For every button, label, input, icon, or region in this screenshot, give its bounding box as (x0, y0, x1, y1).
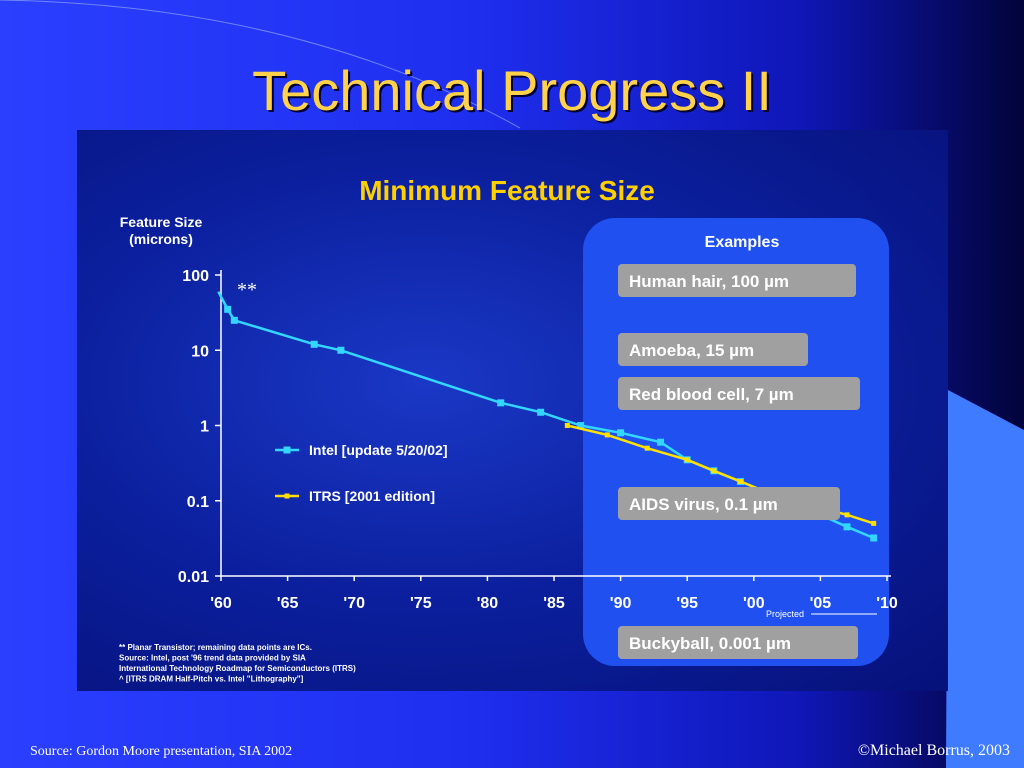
intel-data-point (617, 429, 625, 437)
itrs-legend-label: ITRS [2001 edition] (309, 488, 435, 504)
x-tick-label: '65 (277, 595, 299, 612)
chart-panel: Minimum Feature Size Feature Size (microns… (77, 130, 948, 691)
itrs-data-point (564, 423, 570, 428)
feature-size-chart: Minimum Feature Size Feature Size(microns… (119, 175, 898, 684)
example-box (618, 377, 860, 410)
y-tick-label: 100 (182, 268, 209, 285)
y-axis-label: (microns) (129, 231, 193, 247)
itrs-data-point (844, 512, 850, 518)
example-label: Red blood cell, 7 µm (629, 385, 794, 404)
footnote-line: International Technology Roadmap for Sem… (119, 664, 356, 673)
example-label: Human hair, 100 µm (629, 272, 789, 291)
source-note: Source: Gordon Moore presentation, SIA 2… (30, 744, 293, 759)
chart-title: Minimum Feature Size (359, 175, 655, 206)
copyright-note: ©Michael Borrus, 2003 (857, 742, 1010, 759)
y-tick-label: 0.01 (178, 569, 209, 586)
x-tick-label: '00 (743, 595, 765, 612)
intel-data-point (537, 408, 545, 416)
intel-data-point (843, 523, 851, 531)
planar-transistor-marker: ** (237, 279, 257, 301)
example-label: Buckyball, 0.001 µm (629, 634, 791, 653)
intel-data-point (870, 534, 878, 542)
x-tick-label: '75 (410, 595, 432, 612)
example-label: AIDS virus, 0.1 µm (629, 495, 778, 514)
footnote-line: ** Planar Transistor; remaining data poi… (119, 643, 312, 652)
example-box (618, 264, 856, 297)
y-tick-label: 10 (191, 343, 209, 360)
x-tick-label: '60 (210, 595, 232, 612)
intel-data-point (497, 399, 505, 407)
intel-legend-marker (283, 446, 291, 454)
itrs-data-point (737, 479, 743, 485)
footnote-line: Source: Intel, post '96 trend data provi… (119, 654, 306, 663)
intel-data-point (310, 340, 318, 348)
itrs-data-point (644, 445, 650, 451)
projected-label: Projected (766, 609, 804, 619)
itrs-data-point (871, 520, 877, 526)
intel-data-point (577, 422, 585, 429)
footnote-line: ^ [ITRS DRAM Half-Pitch vs. Intel "Litho… (119, 675, 304, 684)
x-tick-label: '10 (876, 595, 898, 612)
example-box (618, 333, 808, 366)
examples-panel (583, 218, 889, 666)
itrs-data-point (684, 457, 690, 463)
intel-data-point (230, 316, 238, 324)
example-box (618, 487, 840, 520)
x-tick-label: '95 (676, 595, 698, 612)
intel-data-point (224, 305, 232, 313)
example-box (618, 626, 858, 659)
y-axis-label: Feature Size (120, 214, 203, 230)
x-tick-label: '90 (610, 595, 632, 612)
example-label: Amoeba, 15 µm (629, 341, 754, 360)
x-tick-label: '85 (543, 595, 565, 612)
x-tick-label: '70 (343, 595, 365, 612)
examples-title: Examples (705, 234, 780, 251)
right-accent-shape (946, 390, 1024, 768)
intel-legend-label: Intel [update 5/20/02] (309, 442, 447, 458)
itrs-data-point (604, 432, 610, 438)
x-tick-label: '05 (810, 595, 832, 612)
x-tick-label: '80 (477, 595, 499, 612)
y-tick-label: 1 (200, 419, 209, 436)
slide-title: Technical Progress II (252, 59, 772, 122)
itrs-legend-marker (284, 493, 290, 499)
itrs-data-point (711, 468, 717, 474)
intel-data-point (657, 438, 665, 446)
intel-data-point (337, 346, 345, 354)
y-tick-label: 0.1 (187, 494, 209, 511)
